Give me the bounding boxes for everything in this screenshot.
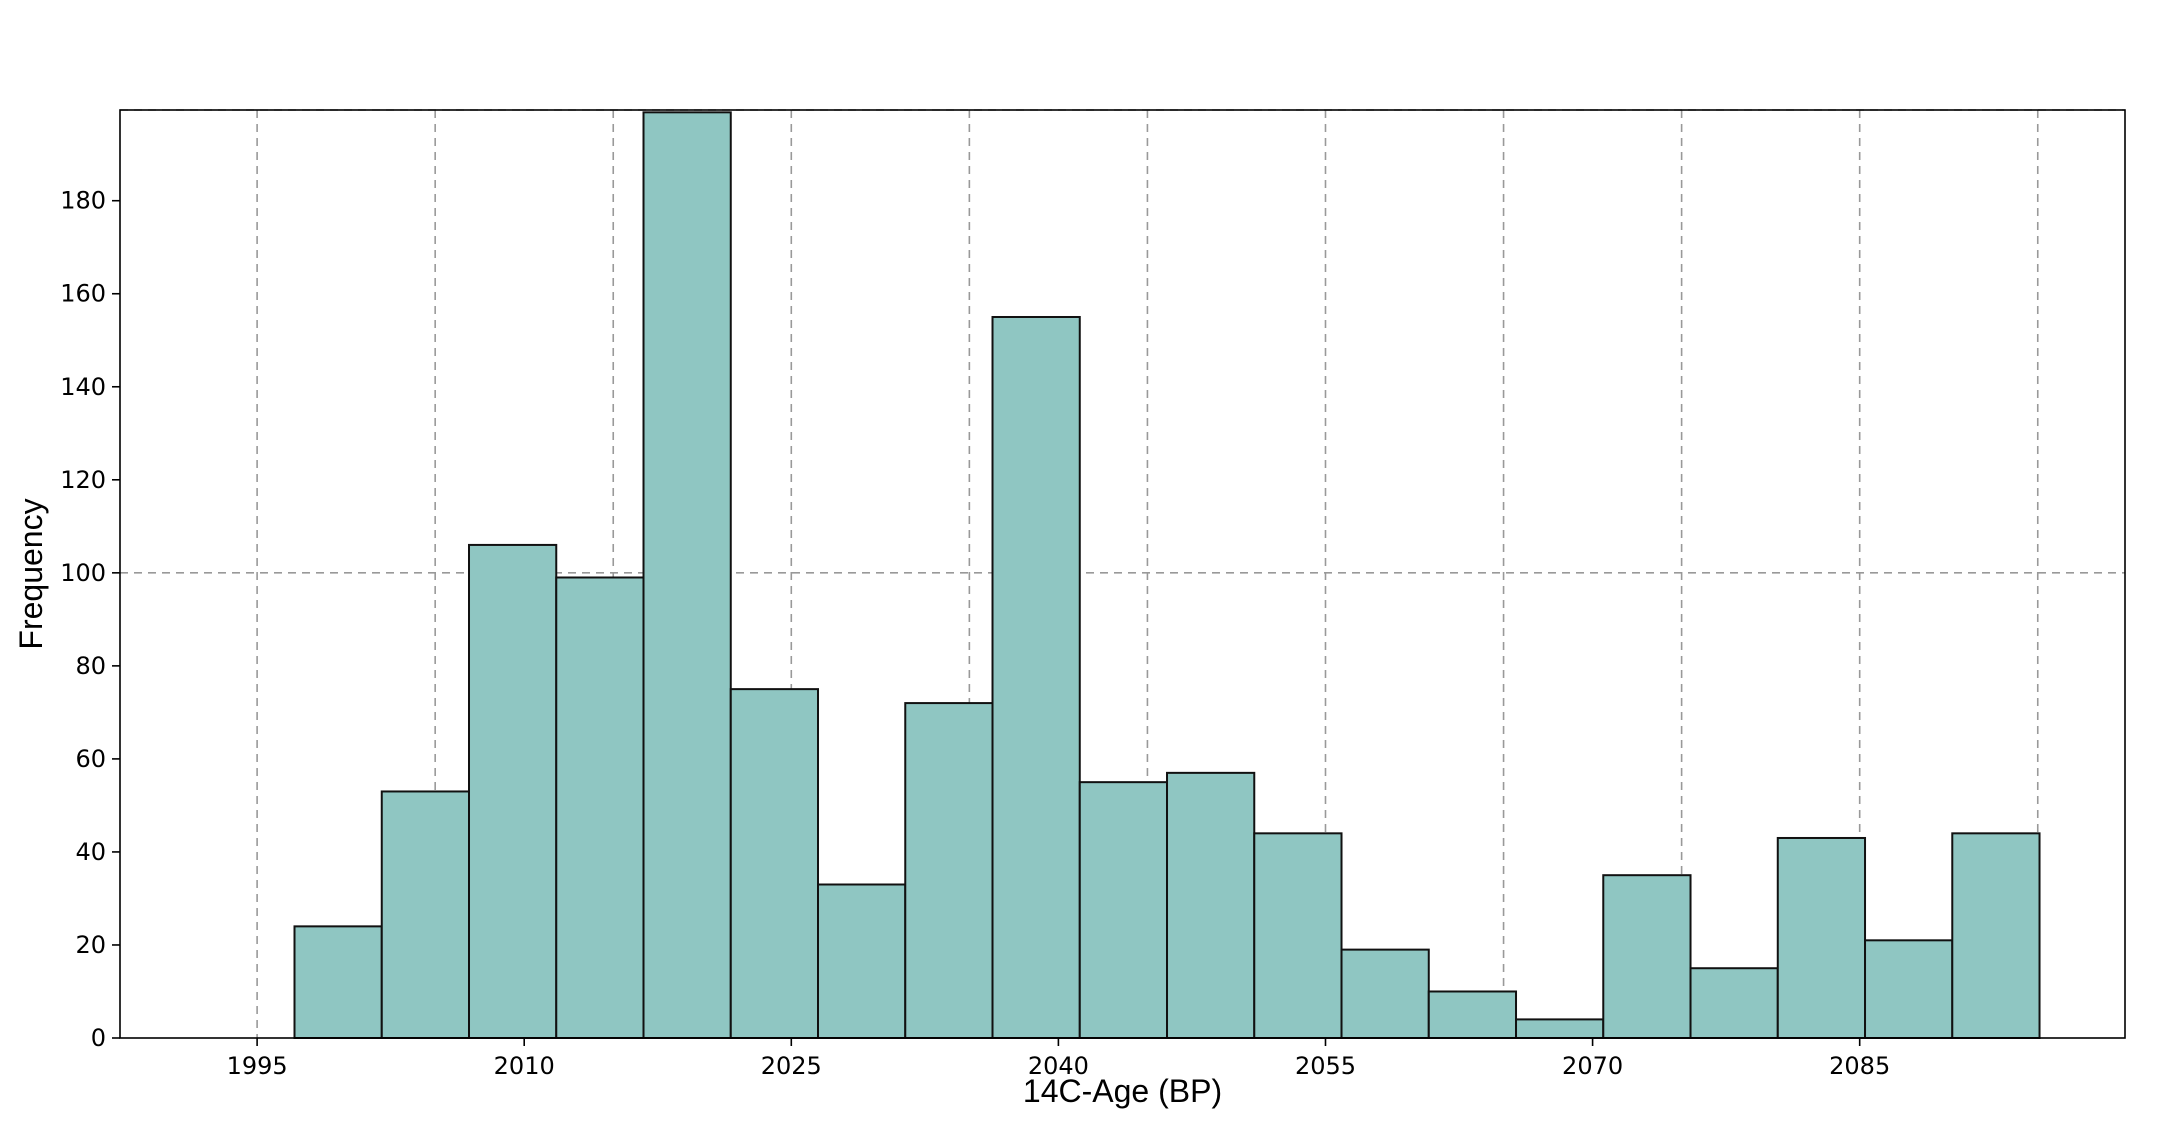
histogram-bar bbox=[1776, 836, 1867, 1039]
y-tick-label: 0 bbox=[91, 1024, 106, 1052]
x-tick-label: 1995 bbox=[227, 1052, 288, 1080]
y-tick-label: 180 bbox=[60, 187, 106, 215]
histogram-bar bbox=[729, 688, 820, 1039]
histogram-bar bbox=[1427, 990, 1518, 1039]
y-tick-label: 120 bbox=[60, 466, 106, 494]
histogram-bar bbox=[817, 883, 907, 1039]
bars-layer bbox=[293, 111, 2041, 1040]
y-tick-label: 40 bbox=[75, 838, 106, 866]
x-tick-label: 2010 bbox=[494, 1052, 555, 1080]
y-tick-label: 140 bbox=[60, 373, 106, 401]
histogram-bar bbox=[293, 925, 383, 1039]
histogram-bar bbox=[1253, 832, 1343, 1039]
histogram-bar bbox=[1515, 1018, 1605, 1040]
x-tick-label: 2040 bbox=[1028, 1052, 1089, 1080]
histogram-bar bbox=[1166, 771, 1256, 1039]
histogram-bar bbox=[555, 576, 645, 1039]
x-tick-label: 2085 bbox=[1829, 1052, 1890, 1080]
histogram-bar bbox=[1078, 781, 1169, 1039]
histogram-bar bbox=[642, 111, 732, 1040]
histogram-bar bbox=[1951, 832, 2041, 1039]
ticks-layer: 1995 2010 2025 2040 2055 2070 2085020406080100… bbox=[60, 187, 1890, 1080]
x-axis-title: 14C-Age (BP) bbox=[1023, 1073, 1222, 1109]
histogram-bar bbox=[991, 315, 1081, 1039]
histogram-bar bbox=[1689, 967, 1779, 1040]
y-tick-label: 20 bbox=[75, 931, 106, 959]
y-tick-label: 100 bbox=[60, 559, 106, 587]
histogram-bar bbox=[1864, 939, 1954, 1040]
y-tick-label: 160 bbox=[60, 280, 106, 308]
histogram-bar bbox=[1340, 948, 1430, 1039]
x-tick-label: 2025 bbox=[761, 1052, 822, 1080]
y-tick-label: 80 bbox=[75, 652, 106, 680]
histogram-bar bbox=[1602, 874, 1692, 1040]
plot-frame bbox=[119, 109, 2126, 1039]
histogram-bar bbox=[904, 702, 994, 1039]
histogram-bar bbox=[380, 790, 471, 1040]
histogram-bar bbox=[468, 543, 558, 1039]
x-tick-label: 2070 bbox=[1562, 1052, 1623, 1080]
y-axis-title: Frequency bbox=[13, 498, 49, 649]
y-tick-label: 60 bbox=[75, 745, 106, 773]
x-tick-label: 2055 bbox=[1295, 1052, 1356, 1080]
